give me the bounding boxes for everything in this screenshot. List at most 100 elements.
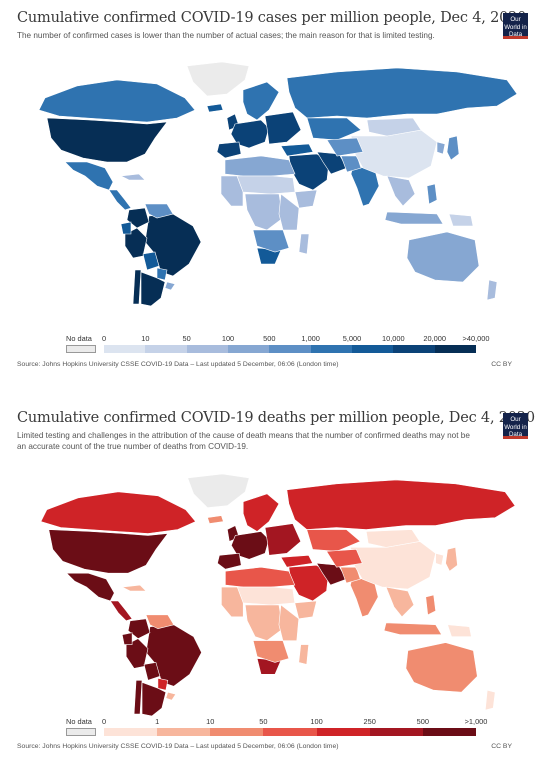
country-papua[interactable] — [447, 624, 472, 637]
legend-swatch — [352, 345, 394, 353]
country-russia[interactable] — [286, 67, 518, 119]
country-cuba[interactable] — [119, 173, 146, 181]
country-south-asia[interactable] — [340, 155, 362, 173]
legend-tick-label: >40,000 — [462, 334, 490, 343]
country-usa[interactable] — [46, 117, 168, 163]
country-scandinavia[interactable] — [242, 81, 280, 121]
world-choropleth-map-deaths — [40, 473, 516, 717]
country-horn-of-africa[interactable] — [294, 600, 318, 620]
legend-swatch — [316, 728, 370, 736]
license-link[interactable]: CC BY — [491, 361, 512, 368]
country-madagascar[interactable] — [298, 233, 310, 255]
country-venezuela[interactable] — [144, 203, 174, 219]
country-russia[interactable] — [286, 479, 516, 530]
country-southern-africa[interactable] — [252, 229, 290, 253]
country-peru[interactable] — [124, 227, 148, 259]
country-horn-of-africa[interactable] — [294, 189, 318, 209]
chart-title: Cumulative confirmed COVID-19 deaths per… — [17, 410, 535, 426]
country-brazil[interactable] — [144, 213, 202, 277]
legend-no-data-swatch — [66, 345, 96, 353]
country-western-europe[interactable] — [230, 531, 270, 560]
country-philippines[interactable] — [425, 594, 436, 616]
country-mexico[interactable] — [65, 572, 115, 602]
country-central-africa[interactable] — [244, 604, 284, 641]
country-chile[interactable] — [132, 269, 142, 305]
country-japan[interactable] — [446, 135, 460, 161]
license-link[interactable]: CC BY — [491, 743, 512, 750]
legend-tick-label: 50 — [182, 334, 191, 343]
country-paraguay[interactable] — [156, 267, 168, 281]
country-central-america[interactable] — [109, 600, 133, 622]
country-korea[interactable] — [435, 552, 444, 566]
legend-tick-label: 0 — [101, 717, 107, 726]
country-southern-africa[interactable] — [252, 640, 290, 663]
country-mexico[interactable] — [64, 161, 114, 191]
country-east-africa[interactable] — [278, 193, 300, 231]
country-uruguay[interactable] — [165, 691, 177, 701]
country-indonesia[interactable] — [383, 622, 443, 635]
country-scandinavia[interactable] — [242, 493, 280, 532]
cases-map-panel: Cumulative confirmed COVID-19 cases per … — [0, 0, 541, 380]
country-papua[interactable] — [448, 213, 474, 227]
country-paraguay[interactable] — [157, 677, 169, 691]
country-mongolia[interactable] — [366, 117, 422, 137]
country-turkey[interactable] — [280, 555, 314, 568]
country-iceland[interactable] — [206, 103, 224, 113]
country-central-asia[interactable] — [326, 137, 364, 157]
country-canada[interactable] — [40, 491, 197, 534]
country-chile[interactable] — [133, 680, 143, 715]
country-sahel[interactable] — [236, 175, 296, 195]
country-peru[interactable] — [125, 638, 149, 669]
legend-tick-label: 1,000 — [301, 334, 320, 343]
country-cuba[interactable] — [121, 584, 147, 592]
country-iceland[interactable] — [207, 515, 224, 524]
country-new-zealand[interactable] — [486, 279, 498, 301]
country-eastern-europe[interactable] — [264, 523, 302, 556]
country-bolivia[interactable] — [143, 662, 161, 681]
country-sahel[interactable] — [236, 586, 296, 606]
country-bolivia[interactable] — [142, 251, 160, 271]
country-venezuela[interactable] — [145, 614, 175, 630]
country-central-asia[interactable] — [326, 549, 363, 568]
country-iberia[interactable] — [217, 553, 242, 570]
country-colombia[interactable] — [127, 618, 151, 639]
country-ecuador[interactable] — [121, 632, 133, 645]
country-greenland[interactable] — [186, 61, 250, 97]
country-philippines[interactable] — [426, 183, 438, 205]
country-iberia[interactable] — [216, 141, 242, 159]
country-usa[interactable] — [48, 529, 169, 574]
country-new-zealand[interactable] — [484, 689, 496, 711]
our-world-in-data-logo[interactable]: Our World in Data — [503, 413, 528, 439]
country-west-africa[interactable] — [221, 586, 244, 618]
country-central-africa[interactable] — [244, 193, 284, 231]
country-kazakhstan[interactable] — [306, 529, 361, 552]
country-se-asia[interactable] — [385, 586, 415, 618]
country-madagascar[interactable] — [298, 644, 310, 665]
country-ecuador[interactable] — [120, 221, 132, 235]
country-canada[interactable] — [38, 79, 196, 123]
country-korea[interactable] — [436, 141, 446, 155]
country-mongolia[interactable] — [365, 529, 421, 548]
country-north-africa[interactable] — [224, 155, 296, 177]
country-brazil[interactable] — [145, 624, 202, 687]
our-world-in-data-logo[interactable]: Our World in Data — [503, 13, 528, 39]
country-colombia[interactable] — [126, 207, 150, 229]
country-eastern-europe[interactable] — [264, 111, 302, 145]
country-west-africa[interactable] — [220, 175, 244, 207]
country-kazakhstan[interactable] — [306, 117, 362, 141]
country-western-europe[interactable] — [230, 119, 270, 149]
country-se-asia[interactable] — [386, 175, 416, 207]
country-central-america[interactable] — [108, 189, 132, 211]
country-greenland[interactable] — [187, 473, 250, 509]
legend-no-data-label: No data — [66, 717, 92, 726]
country-uruguay[interactable] — [164, 281, 176, 291]
country-australia[interactable] — [406, 231, 480, 283]
country-east-africa[interactable] — [278, 604, 300, 641]
country-australia[interactable] — [405, 642, 478, 693]
country-south-asia[interactable] — [340, 566, 361, 584]
country-turkey[interactable] — [280, 143, 314, 157]
country-japan[interactable] — [445, 547, 458, 572]
legend-tick-label: 0 — [101, 334, 107, 343]
country-north-africa[interactable] — [225, 566, 296, 588]
country-indonesia[interactable] — [384, 211, 444, 225]
